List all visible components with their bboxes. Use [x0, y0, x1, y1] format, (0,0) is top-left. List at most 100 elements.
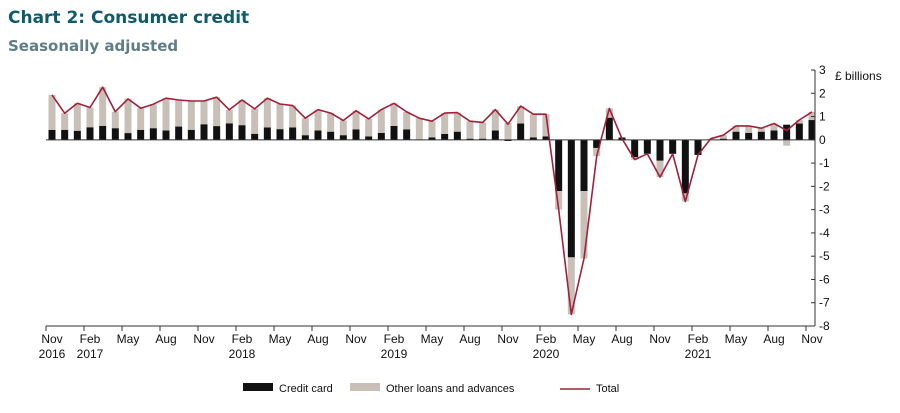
other-loans-bar	[200, 100, 208, 125]
other-loans-bar	[605, 108, 613, 118]
credit-card-bar	[175, 126, 183, 140]
other-loans-bar	[352, 110, 360, 130]
credit-card-bar	[111, 128, 119, 140]
x-tick-month: Aug	[763, 332, 784, 346]
credit-card-bar	[61, 129, 69, 140]
credit-card-bar	[149, 128, 157, 140]
y-tick-label: 2	[819, 86, 826, 100]
credit-card-bar	[669, 139, 677, 154]
other-loans-bar	[238, 100, 246, 126]
x-tick-month: Nov	[345, 332, 366, 346]
other-loans-bar	[491, 109, 499, 131]
chart-subtitle: Seasonally adjusted	[8, 37, 179, 55]
credit-card-bar	[213, 126, 221, 140]
x-tick-month: Nov	[801, 332, 822, 346]
credit-card-bar	[783, 124, 791, 140]
credit-card-bar	[453, 131, 461, 140]
credit-card-bar	[631, 139, 639, 158]
credit-card-bar	[73, 130, 81, 140]
other-loans-bar	[542, 114, 550, 137]
credit-card-bar	[162, 130, 170, 140]
other-loans-bar	[86, 107, 94, 128]
credit-card-bar	[251, 133, 259, 140]
other-loans-bar	[73, 103, 81, 131]
y-tick-label: 3	[819, 63, 826, 77]
x-tick-month: May	[117, 332, 140, 346]
x-tick-month: Nov	[497, 332, 518, 346]
credit-card-bar	[301, 135, 309, 140]
credit-card-bar	[263, 127, 271, 140]
credit-card-bar	[542, 136, 550, 140]
credit-card-bar	[48, 129, 56, 140]
x-tick-month: Nov	[649, 332, 670, 346]
x-tick-year: 2016	[39, 347, 66, 361]
credit-card-bar	[99, 125, 107, 140]
x-tick-month: Feb	[536, 332, 557, 346]
credit-card-bar	[289, 127, 297, 140]
credit-card-bar	[656, 139, 664, 161]
x-tick-year: 2021	[685, 347, 712, 361]
x-tick-month: Aug	[611, 332, 632, 346]
other-loans-bar	[162, 98, 170, 131]
other-loans-bar	[453, 112, 461, 132]
credit-card-bar	[567, 139, 575, 258]
other-loans-bar	[783, 139, 791, 146]
y-tick-label: -4	[819, 226, 830, 240]
other-loans-bar	[555, 191, 563, 210]
other-loans-bar	[251, 108, 259, 134]
x-tick-month: May	[421, 332, 444, 346]
y-tick-label: -8	[819, 319, 830, 333]
other-loans-bar	[580, 191, 588, 259]
other-loans-bar	[263, 98, 271, 128]
x-tick-month: May	[725, 332, 748, 346]
chart-title: Chart 2: Consumer credit	[8, 8, 250, 28]
credit-card-bar	[428, 137, 436, 140]
other-loans-bar	[732, 125, 740, 132]
credit-card-bar	[605, 117, 613, 140]
credit-card-bar	[757, 131, 765, 140]
other-loans-bar	[124, 98, 132, 134]
other-loans-bar	[377, 109, 385, 133]
credit-card-bar	[339, 135, 347, 140]
other-loans-bar	[61, 113, 69, 130]
x-tick-month: Aug	[459, 332, 480, 346]
other-loans-bar	[48, 94, 56, 130]
other-loans-bar	[529, 114, 537, 138]
credit-card-bar	[491, 130, 499, 140]
other-loans-bar	[276, 103, 284, 130]
credit-card-bar	[441, 134, 449, 140]
other-loans-bar	[149, 104, 157, 129]
credit-card-bar	[365, 136, 373, 140]
other-loans-bar	[339, 120, 347, 136]
other-loans-bar	[99, 87, 107, 126]
other-loans-bar	[365, 118, 373, 137]
other-loans-bar	[441, 113, 449, 134]
credit-card-bar	[225, 123, 233, 140]
credit-card-bar	[479, 138, 487, 140]
y-tick-label: -6	[819, 272, 830, 286]
x-tick-year: 2019	[381, 347, 408, 361]
credit-card-bar	[808, 120, 816, 140]
total-line	[51, 86, 813, 316]
other-loans-bar	[504, 123, 512, 140]
other-loans-bar	[593, 147, 601, 157]
legend-label: Other loans and advances	[386, 383, 515, 395]
other-loans-bar	[466, 121, 474, 139]
other-loans-bar	[137, 108, 145, 130]
credit-card-bar	[517, 123, 525, 140]
credit-card-bar	[403, 129, 411, 140]
credit-card-bar	[200, 124, 208, 140]
other-loans-bar	[479, 122, 487, 139]
credit-card-bar	[137, 129, 145, 140]
other-loans-bar	[719, 135, 727, 139]
y-tick-label: -1	[819, 156, 830, 170]
x-tick-year: 2020	[533, 347, 560, 361]
credit-card-bar	[529, 137, 537, 140]
x-tick-month: Nov	[41, 332, 62, 346]
other-loans-bar	[225, 109, 233, 124]
credit-card-bar	[795, 123, 803, 140]
x-tick-month: Feb	[80, 332, 101, 346]
x-tick-month: Feb	[384, 332, 405, 346]
x-tick-month: Feb	[688, 332, 709, 346]
y-tick-label: -7	[819, 296, 830, 310]
